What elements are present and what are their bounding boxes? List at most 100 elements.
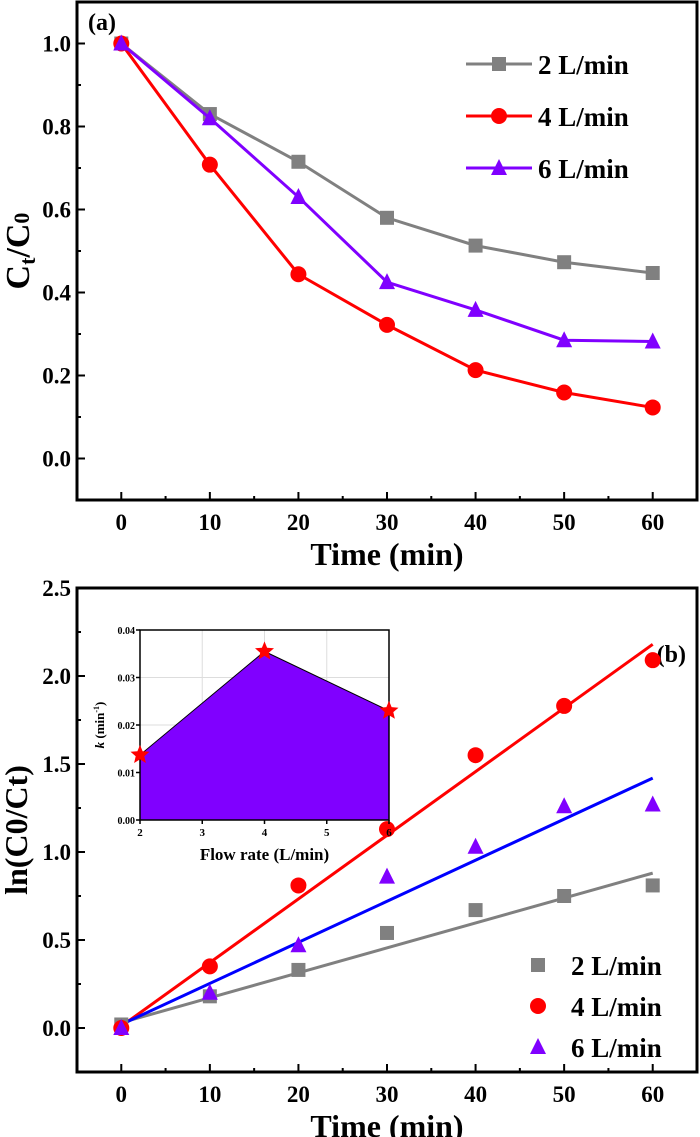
data-point [645,265,660,280]
y-axis-label-part: t [15,257,40,265]
inset-x-tick-label: 4 [262,827,268,839]
x-tick-label: 20 [287,1082,310,1107]
inset-x-tick-label: 6 [386,827,392,839]
data-point [380,925,394,940]
data-point [467,747,484,764]
data-point [380,210,394,225]
data-point [290,266,307,283]
data-point [290,936,307,953]
plot-a: 0 10 20 30 40 50 60 0.0 0.2 0.4 0.6 0.8 1.0 Time (min… [0,0,699,572]
y-tick-label: 1.0 [42,840,71,865]
data-point [379,316,395,333]
inset-data-point [255,641,274,660]
inset-y-tick-label: 0.02 [118,721,136,732]
data-point [113,1019,130,1035]
data-point [644,332,661,349]
x-tick-label: 40 [464,1082,487,1107]
legend-item: 4 L/min [530,992,662,1022]
data-point [201,156,218,173]
x-axis-label: Time (min) [310,1108,463,1137]
data-point [557,889,572,903]
legend-label: 4 L/min [571,992,662,1022]
data-point [557,255,572,270]
legend-item: 6 L/min [530,1033,662,1063]
series-4-L-min [113,35,661,416]
legend-item: 6 L/min [466,154,629,184]
data-point [379,867,395,884]
data-point [291,962,306,977]
data-point [201,958,218,975]
data-point [468,238,483,253]
y-axis-label-part: 0 [9,213,34,224]
x-axis-label: Time (min) [310,536,463,572]
x-tick-label: 20 [287,510,310,535]
data-point [467,837,484,854]
x-tick-label: 10 [198,510,221,535]
y-axis-label: ln(C0/Ct) [0,765,34,895]
inset-y-tick-label: 0.04 [118,626,136,637]
inset-y-axis-label-part: k [92,741,107,748]
legend-marker [491,108,507,124]
x-tick-label: 60 [641,1082,664,1107]
inset-x-tick-label: 5 [324,827,330,839]
panel-label: (b) [657,642,686,668]
data-point [290,188,307,205]
y-axis-label: Ct/C0 [0,213,40,290]
data-point [290,877,307,894]
panel-label: (a) [88,10,116,36]
y-tick-label: 2.0 [42,664,71,689]
inset-x-axis-label: Flow rate (L/min) [200,845,329,864]
x-tick-label: 40 [464,510,487,535]
inset-x-tick-label: 2 [137,827,143,839]
series-line [120,42,653,343]
y-tick-label: 1.5 [42,752,71,777]
y-axis-label-part: /C [0,224,37,259]
legend-item: 4 L/min [466,102,629,132]
legend-marker [530,998,546,1014]
inset-y-axis-label-part: -1 [92,706,101,713]
inset-y-tick-label: 0.00 [118,816,136,827]
data-point [201,983,218,1000]
series-6-L-min [113,34,661,349]
data-point [379,821,395,838]
y-tick-label: 0.0 [42,1016,71,1041]
x-tick-label: 0 [116,510,128,535]
data-point [645,878,660,893]
x-tick-label: 50 [553,1082,576,1107]
y-tick-label: 0.5 [42,928,71,953]
inset-y-axis-label: k (min-1) [92,702,107,749]
data-point [644,795,661,812]
inset-data-point [130,744,150,763]
legend-label: 2 L/min [571,951,662,981]
x-tick-label: 10 [198,1082,221,1107]
data-point [468,903,483,918]
series-line [120,42,653,409]
fit-line [120,776,654,1026]
legend-marker [531,958,545,972]
points-6-L-min [113,795,661,1035]
legend-item: 2 L/min [531,951,662,981]
points-4-L-min [113,652,661,1036]
data-point [291,154,306,169]
y-tick-label: 0.4 [42,281,71,306]
x-tick-label: 30 [376,510,399,535]
x-tick-label: 30 [376,1082,399,1107]
legend-label: 2 L/min [538,50,629,80]
data-point [644,399,661,416]
legend-marker [491,159,507,175]
data-point [556,384,573,401]
data-point [556,697,573,714]
inset-x-tick-label: 3 [200,827,206,839]
inset-y-axis-label-part: ) [92,702,107,706]
data-point [644,652,661,669]
data-point [201,109,218,126]
legend-label: 4 L/min [538,102,629,132]
legend-label: 6 L/min [571,1033,662,1063]
legend-label: 6 L/min [538,154,629,184]
x-tick-label: 0 [116,1082,128,1107]
y-tick-label: 1.0 [42,32,71,57]
inset-y-tick-label: 0.03 [118,674,136,685]
plot-b: 0 10 20 30 40 50 60 0.0 0.5 1.0 1.5 2.0 2.5 Time (min… [0,576,699,1137]
legend-marker [492,57,506,71]
data-point [113,34,130,51]
